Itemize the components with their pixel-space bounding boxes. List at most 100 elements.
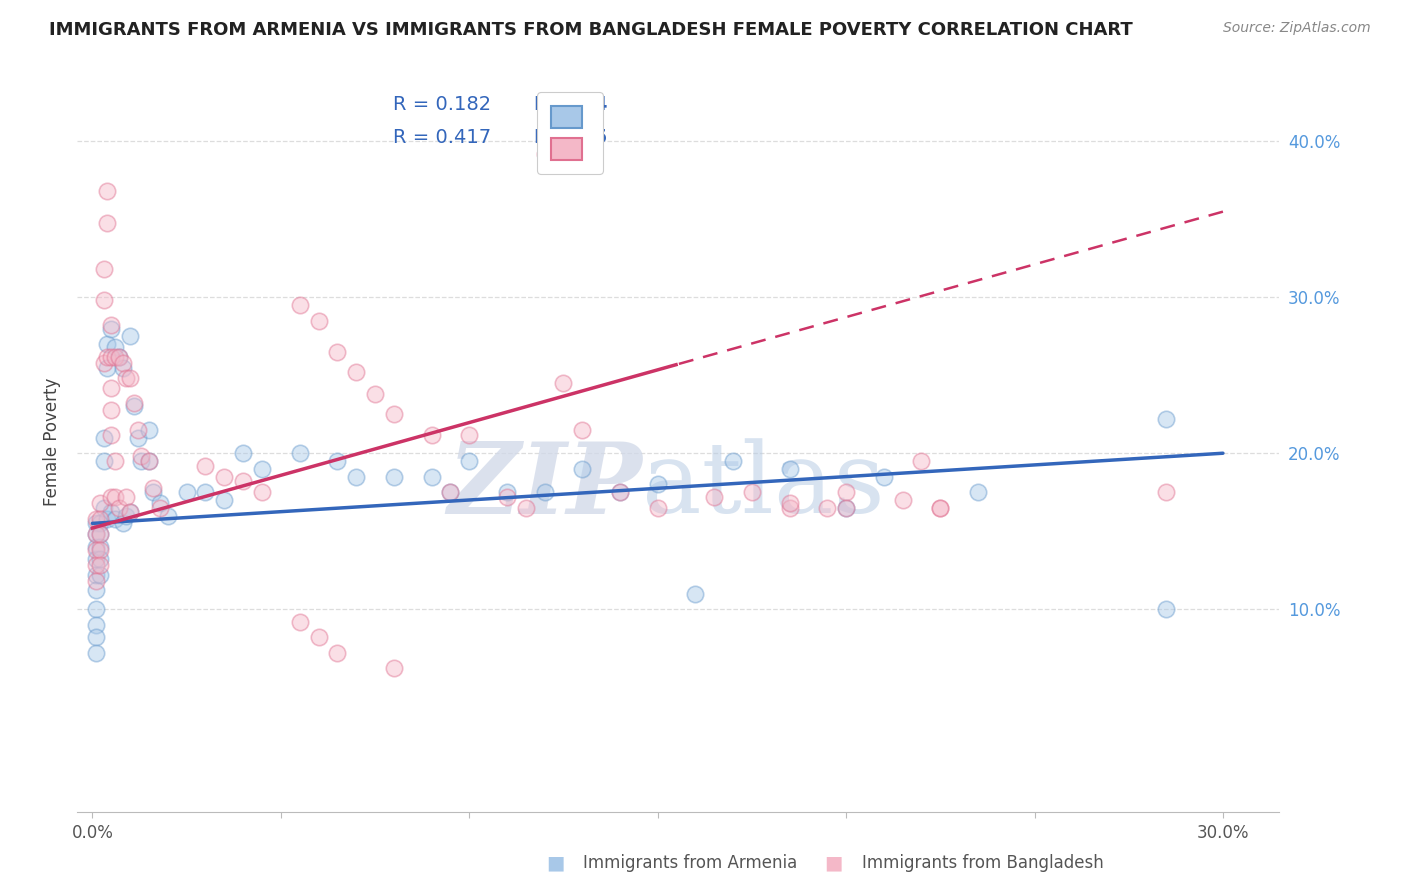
Point [1156,485,1178,500]
Point [149,496,172,510]
Point [89,527,111,541]
Point [1156,412,1178,426]
Point [120,329,142,343]
Point [308,630,330,644]
Point [835,485,858,500]
Point [122,400,145,414]
Point [344,469,367,483]
Point [571,462,593,476]
Point [93,454,115,468]
Point [111,516,134,531]
Point [703,490,725,504]
Point [458,427,481,442]
Point [609,485,631,500]
Point [420,427,443,442]
Point [214,469,236,483]
Legend: , : , [537,92,603,174]
Point [232,475,254,489]
Point [142,481,165,495]
Point [120,371,142,385]
Point [84,574,107,588]
Point [779,496,801,510]
Point [89,558,111,573]
Point [84,630,107,644]
Point [100,321,122,335]
Point [496,490,519,504]
Point [815,500,838,515]
Point [104,454,127,468]
Point [89,552,111,566]
Point [84,602,107,616]
Point [120,506,142,520]
Point [326,345,349,359]
Point [96,360,118,375]
Point [131,450,153,464]
Point [382,407,405,421]
Text: IMMIGRANTS FROM ARMENIA VS IMMIGRANTS FROM BANGLADESH FEMALE POVERTY CORRELATION: IMMIGRANTS FROM ARMENIA VS IMMIGRANTS FR… [49,21,1133,39]
Point [96,511,118,525]
Point [96,337,118,351]
Point [721,454,744,468]
Point [288,615,311,629]
Point [873,469,896,483]
Point [84,583,107,598]
Point [1156,602,1178,616]
Point [496,485,519,500]
Point [84,646,107,660]
Point [84,542,107,557]
Point [779,462,801,476]
Point [93,356,115,370]
Point [308,314,330,328]
Point [100,506,122,520]
Point [127,423,149,437]
Point [647,500,669,515]
Text: R = 0.417: R = 0.417 [394,128,492,147]
Text: atlas: atlas [643,438,886,533]
Text: N = 64: N = 64 [534,95,607,114]
Point [929,500,952,515]
Point [100,402,122,417]
Point [131,454,153,468]
Point [104,350,127,364]
Point [84,511,107,525]
Point [100,381,122,395]
Point [107,350,129,364]
Point [96,215,118,229]
Point [107,350,129,364]
Point [835,500,858,515]
Point [364,387,387,401]
Point [685,586,707,600]
Point [779,500,801,515]
Point [420,469,443,483]
Point [533,147,555,161]
Point [458,454,481,468]
Point [104,511,127,525]
Point [84,567,107,582]
Point [515,500,537,515]
Point [609,485,631,500]
Text: ZIP: ZIP [447,438,643,534]
Point [115,508,138,523]
Point [122,396,145,410]
Point [84,617,107,632]
Point [647,477,669,491]
Point [84,527,107,541]
Point [111,360,134,375]
Point [93,431,115,445]
Point [104,490,127,504]
Point [741,485,763,500]
Point [84,527,107,541]
Point [115,490,138,504]
Point [232,446,254,460]
Point [84,552,107,566]
Point [439,485,461,500]
Y-axis label: Female Poverty: Female Poverty [44,377,62,506]
Point [89,567,111,582]
Point [288,298,311,312]
Point [89,540,111,554]
Point [382,469,405,483]
Point [194,458,217,473]
Point [176,485,198,500]
Point [250,485,273,500]
Point [93,500,115,515]
